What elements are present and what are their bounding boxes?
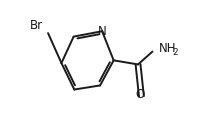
- Text: O: O: [135, 88, 145, 101]
- Text: 2: 2: [173, 48, 178, 57]
- Text: Br: Br: [30, 19, 43, 32]
- Text: NH: NH: [158, 42, 176, 55]
- Text: N: N: [98, 25, 107, 38]
